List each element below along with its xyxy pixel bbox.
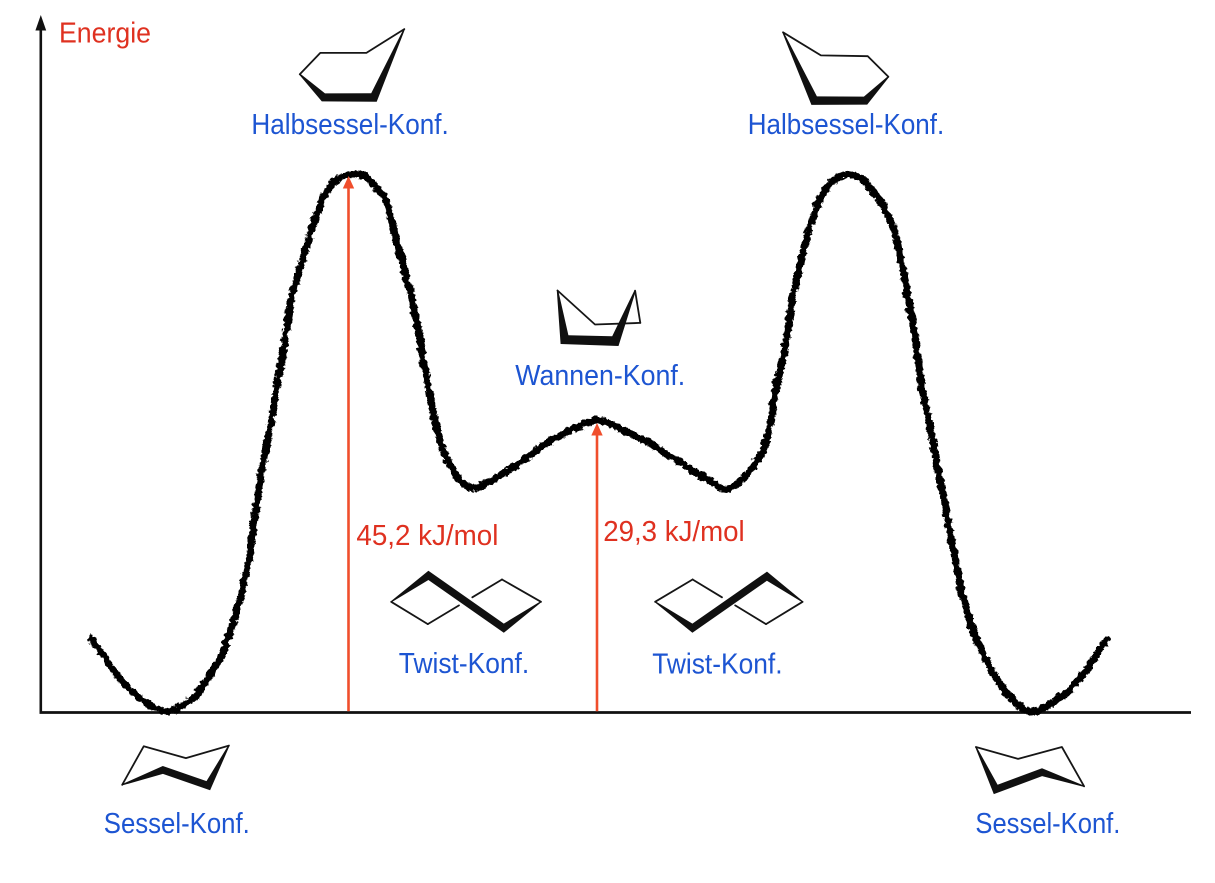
svg-text:Halbsessel-Konf.: Halbsessel-Konf. bbox=[251, 109, 448, 141]
svg-text:Sessel-Konf.: Sessel-Konf. bbox=[975, 808, 1120, 840]
svg-text:Twist-Konf.: Twist-Konf. bbox=[399, 648, 529, 680]
svg-text:Sessel-Konf.: Sessel-Konf. bbox=[104, 808, 250, 840]
svg-text:Twist-Konf.: Twist-Konf. bbox=[652, 648, 782, 680]
svg-text:Wannen-Konf.: Wannen-Konf. bbox=[515, 360, 685, 392]
svg-text:29,3 kJ/mol: 29,3 kJ/mol bbox=[603, 516, 745, 548]
svg-text:45,2 kJ/mol: 45,2 kJ/mol bbox=[356, 520, 498, 552]
svg-text:Halbsessel-Konf.: Halbsessel-Konf. bbox=[748, 109, 944, 141]
svg-text:Energie: Energie bbox=[59, 18, 151, 50]
